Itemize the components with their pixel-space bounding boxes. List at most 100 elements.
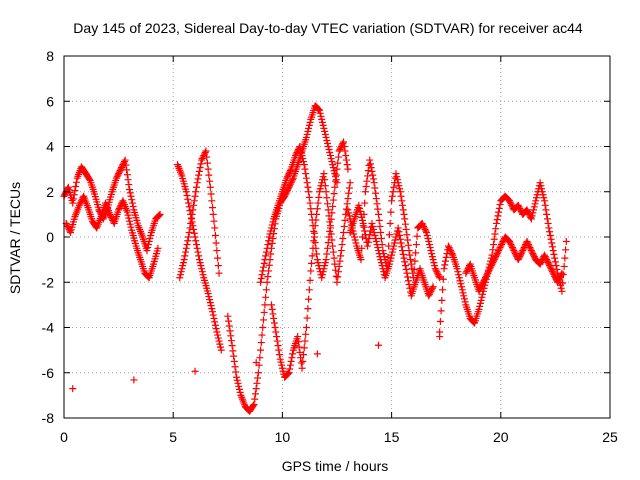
point-marker: [325, 146, 333, 154]
point-marker: [155, 212, 163, 220]
point-marker: [112, 174, 120, 182]
point-marker: [284, 185, 292, 193]
point-marker: [327, 230, 335, 238]
point-marker: [397, 239, 405, 247]
point-marker: [179, 259, 187, 267]
point-marker: [198, 156, 206, 164]
point-marker: [516, 206, 524, 214]
point-marker: [530, 253, 538, 261]
point-marker: [345, 209, 353, 217]
x-tick-label: 5: [169, 429, 177, 445]
point-marker: [189, 206, 197, 214]
point-marker: [548, 268, 556, 276]
y-tick-label: -8: [42, 410, 55, 426]
point-marker: [124, 176, 132, 184]
point-marker: [527, 215, 535, 223]
point-marker: [107, 212, 115, 220]
point-marker: [306, 276, 314, 284]
point-marker: [476, 284, 484, 292]
point-marker: [227, 337, 235, 345]
point-marker: [332, 171, 340, 179]
point-marker: [401, 262, 409, 270]
point-marker: [358, 216, 366, 224]
point-marker: [340, 138, 348, 146]
point-marker: [292, 150, 300, 158]
point-marker: [486, 265, 494, 273]
point-marker: [305, 193, 313, 201]
point-marker: [371, 231, 379, 239]
point-marker: [184, 195, 192, 203]
point-marker: [286, 365, 294, 373]
point-marker: [475, 305, 483, 313]
point-marker: [318, 115, 326, 123]
point-marker: [390, 242, 398, 250]
point-marker: [75, 201, 83, 209]
point-marker: [154, 244, 162, 252]
point-marker: [480, 277, 488, 285]
point-marker: [412, 241, 420, 249]
point-marker: [304, 183, 312, 191]
point-marker: [304, 305, 312, 313]
point-marker: [356, 207, 364, 215]
point-marker: [385, 260, 393, 268]
point-marker: [393, 227, 401, 235]
y-axis-label: SDTVAR / TECUs: [7, 182, 23, 294]
point-marker: [479, 280, 487, 288]
point-marker: [482, 272, 490, 280]
point-marker: [256, 354, 264, 362]
point-marker: [367, 164, 375, 172]
point-marker: [313, 210, 321, 218]
point-marker: [329, 164, 337, 172]
point-marker: [412, 249, 420, 257]
point-marker: [257, 274, 265, 282]
point-marker: [275, 346, 283, 354]
point-marker: [345, 212, 353, 220]
point-marker: [514, 256, 522, 264]
series-track-f: [257, 138, 352, 286]
point-marker: [493, 250, 501, 258]
point-marker: [345, 184, 353, 192]
point-marker: [321, 176, 329, 184]
point-marker: [463, 266, 471, 274]
point-marker: [282, 189, 290, 197]
point-marker: [257, 346, 265, 354]
point-marker: [225, 317, 233, 325]
point-marker: [299, 357, 307, 365]
point-marker: [510, 247, 518, 255]
point-marker: [477, 283, 485, 291]
point-marker: [440, 265, 448, 273]
point-marker: [428, 284, 436, 292]
point-marker: [428, 250, 436, 258]
point-marker: [234, 379, 242, 387]
point-marker: [527, 245, 535, 253]
point-marker: [499, 238, 507, 246]
point-marker: [309, 244, 317, 252]
point-marker: [303, 314, 311, 322]
point-marker: [196, 259, 204, 267]
point-marker: [350, 230, 358, 238]
point-marker: [182, 248, 190, 256]
point-marker: [334, 273, 342, 281]
point-marker: [421, 225, 429, 233]
point-marker: [337, 144, 345, 152]
point-marker: [294, 338, 302, 346]
point-marker: [213, 247, 221, 255]
point-marker: [508, 201, 516, 209]
point-marker: [323, 136, 331, 144]
point-marker: [366, 160, 374, 168]
point-marker: [342, 205, 350, 213]
point-marker: [425, 241, 433, 249]
point-marker: [476, 286, 484, 294]
point-marker: [330, 190, 338, 198]
point-marker: [64, 222, 72, 230]
point-marker: [397, 192, 405, 200]
point-marker: [484, 269, 492, 277]
point-marker: [336, 146, 344, 154]
point-marker: [214, 331, 222, 339]
point-marker: [532, 194, 540, 202]
point-marker: [461, 298, 469, 306]
point-marker: [286, 182, 294, 190]
point-marker: [396, 185, 404, 193]
point-marker: [298, 364, 306, 372]
point-marker: [539, 191, 547, 199]
